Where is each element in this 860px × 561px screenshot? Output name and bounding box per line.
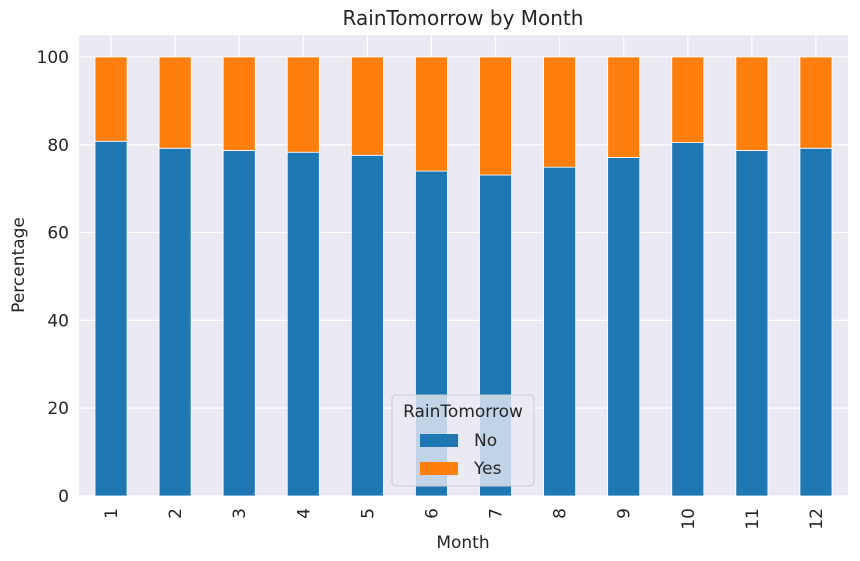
bar-no-month-3 xyxy=(222,150,256,497)
y-tick-label: 80 xyxy=(47,136,69,156)
bar-yes-month-8 xyxy=(543,56,577,168)
y-tick-labels: 0 20 40 60 80 100 xyxy=(37,48,69,507)
bar-no-month-10 xyxy=(671,142,705,497)
x-tick-label: 2 xyxy=(166,508,186,519)
x-tick-labels: 1 2 3 4 5 6 7 8 9 10 11 12 xyxy=(102,508,827,530)
bars xyxy=(94,56,833,497)
bar-yes-month-2 xyxy=(158,56,192,149)
x-tick-label: 9 xyxy=(615,508,635,519)
bar-no-month-9 xyxy=(607,157,641,497)
bar-yes-month-7 xyxy=(479,56,512,176)
y-axis-label: Percentage xyxy=(9,217,29,313)
x-tick-label: 7 xyxy=(487,508,507,519)
bar-no-month-4 xyxy=(286,151,320,497)
x-tick-label: 11 xyxy=(743,508,763,530)
x-tick-label: 10 xyxy=(679,508,699,530)
y-tick-label: 60 xyxy=(47,224,69,244)
bar-yes-month-10 xyxy=(671,56,705,143)
bar-no-month-12 xyxy=(799,147,833,497)
bar-yes-month-5 xyxy=(350,56,384,156)
x-axis-label: Month xyxy=(436,533,489,553)
bar-yes-month-4 xyxy=(286,56,320,153)
bar-no-month-1 xyxy=(94,140,128,497)
legend-title: RainTomorrow xyxy=(403,402,523,422)
x-tick-label: 5 xyxy=(358,508,378,519)
bar-no-month-5 xyxy=(350,154,384,497)
y-tick-label: 100 xyxy=(37,48,69,68)
bar-no-month-8 xyxy=(543,166,577,497)
legend-swatch-no xyxy=(420,434,458,447)
x-tick-label: 4 xyxy=(294,508,314,519)
x-tick-label: 8 xyxy=(551,508,571,519)
bar-no-month-2 xyxy=(158,147,192,497)
bar-yes-month-6 xyxy=(415,56,448,172)
y-tick-label: 20 xyxy=(47,399,69,419)
bar-yes-month-1 xyxy=(94,56,128,142)
legend: RainTomorrow No Yes xyxy=(391,394,535,487)
x-tick-label: 3 xyxy=(230,508,250,519)
chart-title: RainTomorrow by Month xyxy=(343,6,584,30)
x-tick-label: 6 xyxy=(422,508,442,519)
legend-label-no: No xyxy=(474,431,497,451)
bar-yes-month-9 xyxy=(607,56,641,158)
bar-no-month-11 xyxy=(735,150,769,497)
bar-yes-month-3 xyxy=(222,56,256,151)
y-tick-label: 40 xyxy=(47,311,69,331)
legend-label-yes: Yes xyxy=(473,459,502,479)
y-tick-label: 0 xyxy=(58,487,69,507)
x-tick-label: 1 xyxy=(102,508,122,519)
legend-swatch-yes xyxy=(420,462,458,475)
bar-yes-month-12 xyxy=(799,56,833,149)
x-tick-label: 12 xyxy=(807,508,827,530)
bar-yes-month-11 xyxy=(735,56,769,151)
